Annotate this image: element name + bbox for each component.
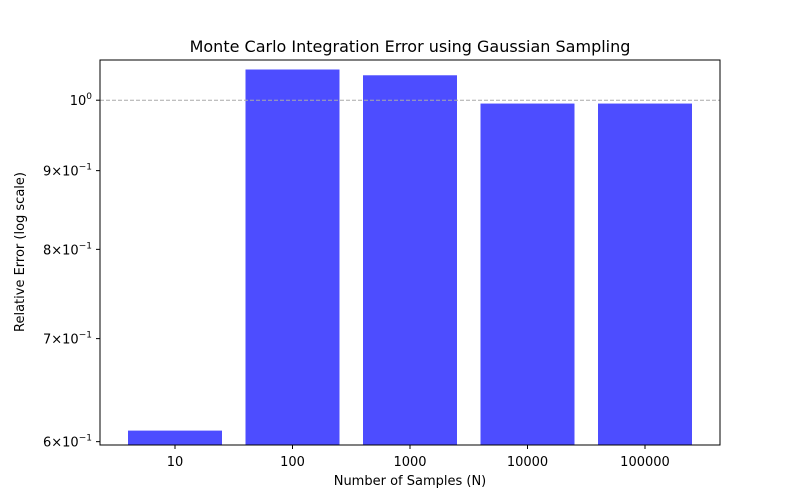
y-tick-label: 6×10−1: [43, 434, 92, 451]
y-tick-label: 8×10−1: [43, 241, 92, 258]
x-tick-label: 1000: [393, 455, 426, 470]
bar-10000: [480, 103, 575, 445]
y-tick-label: 100: [70, 92, 93, 109]
y-tick-label: 9×10−1: [43, 163, 92, 180]
x-tick-label: 100: [280, 455, 305, 470]
bar-1000: [363, 75, 457, 445]
x-tick-label: 10: [167, 455, 184, 470]
x-tick-label: 10000: [507, 455, 548, 470]
y-axis-ticks: 6×10−1 7×10−1 8×10−1 9×10−1 100: [43, 92, 100, 451]
x-axis-ticks: 10 100 1000 10000 100000: [167, 445, 670, 470]
bar-10: [128, 430, 222, 445]
bar-100: [245, 69, 340, 446]
bar-100000: [598, 103, 692, 445]
chart-title: Monte Carlo Integration Error using Gaus…: [190, 37, 631, 56]
x-tick-label: 100000: [620, 455, 670, 470]
y-tick-label: 7×10−1: [43, 331, 92, 348]
bars-group: [128, 69, 692, 446]
x-axis-label: Number of Samples (N): [334, 474, 487, 489]
y-axis-label: Relative Error (log scale): [13, 172, 28, 332]
